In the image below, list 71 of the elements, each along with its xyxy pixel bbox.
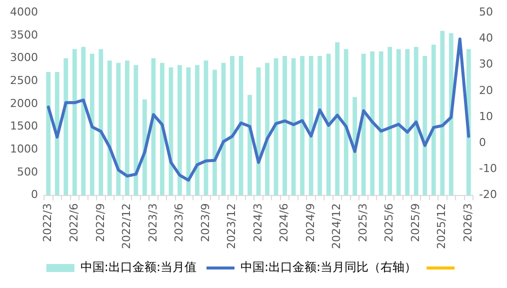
y-tick-label: 4000 <box>10 5 38 18</box>
bar <box>72 49 77 196</box>
bar <box>318 56 322 196</box>
bar <box>265 62 270 196</box>
x-tick-label: 2022/6 <box>68 203 80 242</box>
x-tick-label: 2022/12 <box>120 203 134 250</box>
y-tick-label: 2000 <box>10 96 38 110</box>
x-tick-label: 2025/12 <box>435 203 448 250</box>
legend-label: 中国:出口金额:当月值 <box>80 260 197 274</box>
y-tick-label: 500 <box>16 165 38 178</box>
bar <box>212 70 217 196</box>
x-tick-label: 2025/3 <box>356 203 370 242</box>
bar <box>405 49 410 196</box>
bar <box>98 49 104 196</box>
bar <box>107 60 112 196</box>
y2-tick-label: 40 <box>479 32 494 45</box>
x-tick-label: 2022/9 <box>94 203 107 242</box>
x-tick-label: 2025/9 <box>408 203 422 242</box>
bar <box>326 54 331 196</box>
bar <box>414 46 418 196</box>
bar <box>116 62 121 196</box>
x-tick-label: 2024/3 <box>251 203 264 242</box>
bar <box>361 54 366 196</box>
bar <box>46 72 51 196</box>
y2-tick-label: -20 <box>479 188 497 202</box>
x-tick-label: 2026/3 <box>462 203 475 242</box>
y2-tick-label: 50 <box>479 5 494 18</box>
bar <box>440 30 445 196</box>
x-tick-label: 2023/9 <box>198 203 212 242</box>
y2-tick-label: 10 <box>479 110 494 123</box>
bar <box>344 49 348 196</box>
bar <box>422 56 428 196</box>
y2-tick-label: 30 <box>479 58 494 71</box>
bar <box>64 58 68 196</box>
y-tick-label: 1500 <box>10 120 38 133</box>
bar <box>195 65 200 196</box>
bar <box>300 56 304 196</box>
y-tick-label: 0 <box>30 188 38 202</box>
bar <box>335 42 340 196</box>
y-tick-label: 1000 <box>10 142 38 156</box>
y-tick-label: 3500 <box>10 28 38 42</box>
x-tick-label: 2024/12 <box>330 203 344 250</box>
bar <box>431 44 436 196</box>
bar <box>124 60 130 196</box>
y-tick-label: 3000 <box>10 51 38 64</box>
x-tick-label: 2023/6 <box>172 203 186 242</box>
x-tick-label: 2022/3 <box>41 203 54 242</box>
bar <box>378 51 384 196</box>
bar <box>178 65 182 196</box>
x-tick-label: 2024/9 <box>304 203 317 242</box>
y2-tick-label: -10 <box>479 162 497 176</box>
bar <box>248 94 252 196</box>
bar <box>160 62 164 196</box>
y-tick-label: 2500 <box>10 74 38 87</box>
y2-tick-label: 0 <box>479 136 486 149</box>
x-tick-label: 2023/3 <box>146 203 160 242</box>
y2-tick-label: 20 <box>479 84 494 97</box>
bar <box>54 72 60 196</box>
bar <box>81 46 86 196</box>
bar <box>230 56 234 196</box>
legend-label: 中国:出口金额:当月同比（右轴） <box>240 260 417 274</box>
x-tick-label: 2024/6 <box>278 203 291 242</box>
bar <box>90 54 94 196</box>
bar <box>370 51 375 196</box>
bar <box>134 65 138 196</box>
bar <box>388 46 392 196</box>
bar <box>448 33 454 196</box>
bar <box>396 49 401 196</box>
x-tick-label: 2023/12 <box>225 203 238 250</box>
x-tick-label: 2025/6 <box>382 203 396 242</box>
bar <box>282 56 287 196</box>
